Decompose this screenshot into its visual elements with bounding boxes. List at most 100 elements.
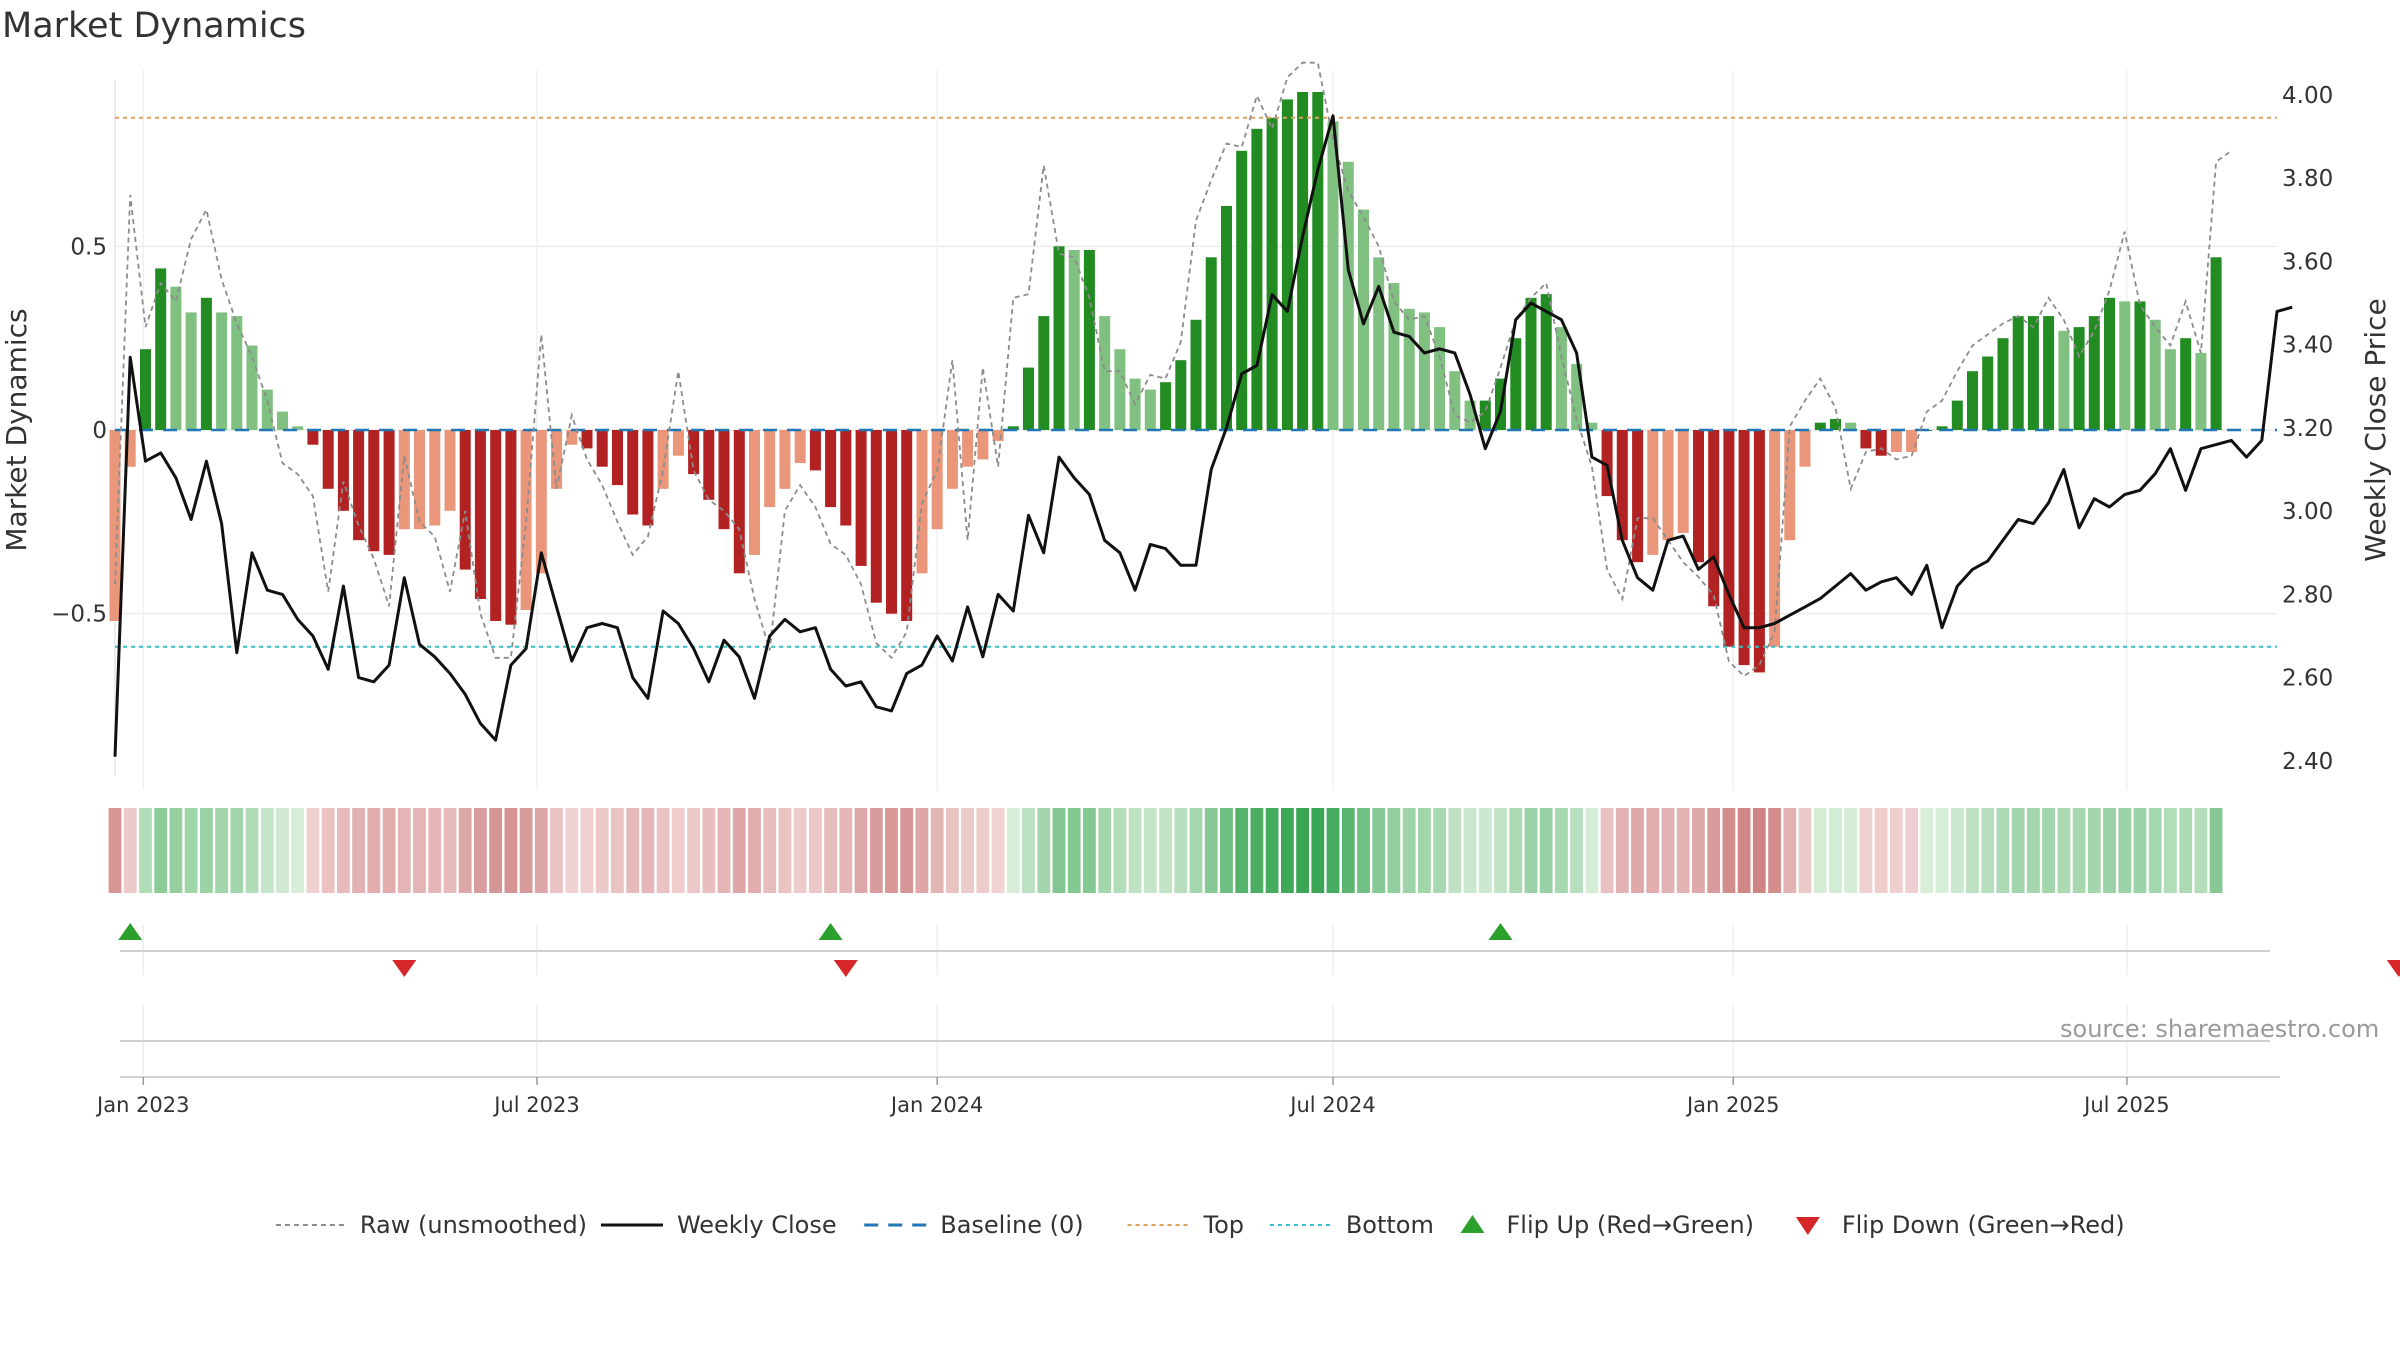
heat-strip-cell — [809, 808, 822, 893]
heat-strip-cell — [139, 808, 152, 893]
heat-strip-cell — [1174, 808, 1188, 893]
momentum-bar — [2088, 316, 2100, 430]
heat-strip-cell — [1159, 808, 1172, 893]
momentum-bar — [1723, 430, 1735, 647]
heat-strip-cell — [1935, 808, 1949, 893]
y-tick-label: 0.5 — [70, 234, 107, 260]
heat-strip-cell — [534, 808, 548, 893]
heat-strip-cell — [976, 808, 990, 893]
momentum-bar — [1799, 430, 1811, 467]
heat-strip-cell — [276, 808, 289, 893]
heat-strip-cell — [1372, 808, 1386, 893]
momentum-bar — [779, 430, 791, 489]
momentum-bar — [612, 430, 623, 486]
momentum-bar — [1236, 150, 1248, 431]
heat-strip-cell — [1083, 808, 1096, 893]
momentum-bar — [962, 430, 974, 467]
momentum-bar — [1860, 430, 1872, 449]
heat-strip-cell — [1585, 808, 1599, 893]
momentum-bar — [627, 430, 639, 515]
momentum-bar — [261, 389, 273, 430]
momentum-bar — [1738, 430, 1750, 666]
raw-series-line — [114, 61, 2232, 678]
momentum-bar — [2104, 297, 2115, 430]
momentum-bar — [809, 430, 821, 471]
heat-strip-cell — [1905, 808, 1918, 893]
heat-strip-cell — [1037, 808, 1051, 893]
heat-strip-cell — [1874, 808, 1888, 893]
heat-strip-cell — [2133, 808, 2147, 893]
momentum-bar — [1479, 400, 1491, 430]
heat-strip-cell — [397, 808, 411, 893]
heat-strip-cell — [2118, 808, 2132, 893]
heat-strip-cell — [352, 808, 365, 893]
heat-strip-cell — [1235, 808, 1249, 893]
heat-strip-cell — [489, 808, 502, 893]
heat-strip-cell — [1829, 808, 1842, 893]
heat-strip-cell — [1265, 808, 1279, 893]
momentum-bar — [1540, 294, 1552, 430]
heat-strip-cell — [2011, 808, 2025, 893]
heat-strip-cell — [885, 808, 898, 893]
heat-strip-cell — [824, 808, 837, 893]
x-tick-label: Jan 2024 — [889, 1093, 984, 1117]
momentum-bar — [566, 430, 578, 445]
momentum-bar — [1144, 389, 1156, 430]
momentum-bar — [1373, 257, 1385, 430]
momentum-bar — [2073, 327, 2085, 430]
heat-strip-cell — [1341, 808, 1355, 893]
heat-strip-cell — [2209, 808, 2223, 893]
legend-swatch-flip-up — [1460, 1215, 1485, 1233]
heat-strip-cell — [154, 808, 168, 893]
momentum-bar — [1890, 430, 1902, 452]
heat-strip-cell — [1326, 808, 1340, 893]
legend-label: Baseline (0) — [940, 1211, 1083, 1239]
heat-strip-cell — [1524, 808, 1538, 893]
heat-strip-cell — [1052, 808, 1066, 893]
momentum-bar — [1281, 99, 1293, 431]
heat-strip-cell — [1813, 808, 1827, 893]
momentum-bar — [185, 312, 197, 430]
heat-strip-cell — [1890, 808, 1903, 893]
heat-strip-cell — [1844, 808, 1858, 893]
momentum-bar — [1205, 257, 1217, 430]
heat-strip-cell — [1555, 808, 1568, 893]
heat-strip-cell — [1996, 808, 2010, 893]
heat-strip-cell — [2087, 808, 2101, 893]
heat-strip-cell — [1022, 808, 1035, 893]
momentum-bar — [140, 349, 151, 430]
momentum-bar — [1784, 430, 1796, 541]
momentum-bar — [840, 430, 852, 526]
heat-strip-cell — [2179, 808, 2193, 893]
heat-strip-cell — [2164, 808, 2177, 893]
momentum-bar — [688, 430, 700, 475]
y2-tick-label: 3.60 — [2282, 249, 2333, 275]
momentum-bar — [946, 430, 958, 489]
y2-tick-label: 2.40 — [2282, 749, 2333, 775]
momentum-bar — [1312, 92, 1324, 430]
flip-down-marker — [2386, 960, 2400, 977]
heat-strip-cell — [1418, 808, 1431, 893]
momentum-bar — [1753, 430, 1765, 673]
weekly-close-line — [113, 114, 2293, 757]
momentum-bar — [1221, 205, 1232, 430]
flip-down-marker — [392, 960, 417, 977]
momentum-bar — [1449, 371, 1461, 430]
momentum-bar — [1997, 338, 2009, 430]
momentum-bar — [703, 430, 715, 500]
heat-strip-cell — [1752, 808, 1766, 893]
heat-strip-cell — [656, 808, 670, 893]
momentum-bar — [2119, 301, 2131, 430]
heat-strip-cell — [900, 808, 914, 893]
momentum-bar — [749, 430, 760, 555]
heat-strip-cell — [260, 808, 274, 893]
momentum-bar — [1906, 430, 1918, 452]
y2-tick-label: 4.00 — [2282, 83, 2333, 109]
momentum-bar — [1967, 371, 1978, 430]
heat-strip-cell — [321, 808, 335, 893]
y2-tick-label: 3.40 — [2282, 333, 2333, 359]
momentum-bar — [459, 430, 471, 570]
heat-strip-cell — [1113, 808, 1127, 893]
momentum-bar — [1677, 430, 1689, 533]
momentum-bar — [1875, 430, 1887, 456]
